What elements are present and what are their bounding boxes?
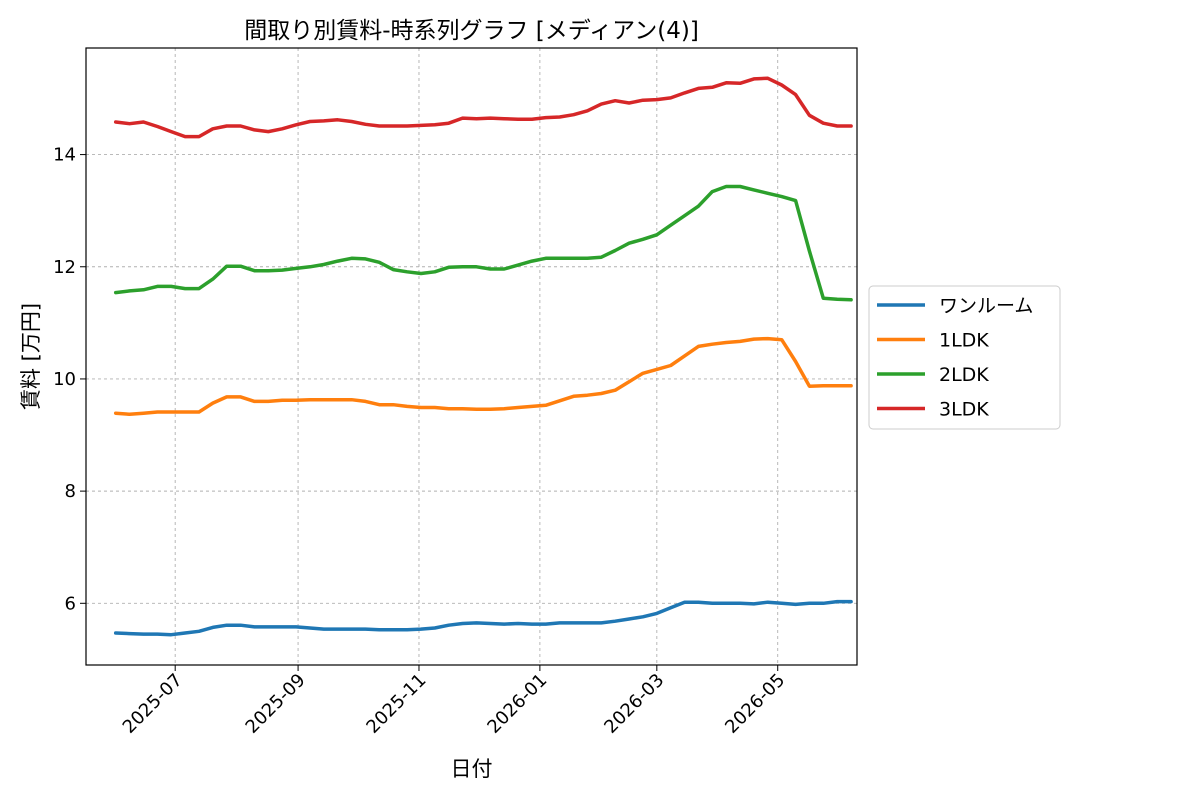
grid-lines: [86, 48, 857, 665]
legend: ワンルーム 1LDK 2LDK 3LDK: [868, 285, 1061, 430]
legend-label: 2LDK: [939, 364, 989, 386]
series-lines: [113, 76, 853, 637]
legend-label: 1LDK: [939, 330, 989, 352]
series-line-3: [113, 184, 853, 302]
legend-label: 3LDK: [939, 399, 989, 421]
series-line-1: [113, 599, 853, 637]
y-tick-label: 10: [53, 369, 76, 390]
plot-frame: [85, 47, 858, 666]
y-tick-label: 8: [65, 481, 76, 502]
series-line-4: [113, 76, 853, 139]
y-tick-label: 12: [53, 257, 76, 278]
legend-box: [868, 285, 1061, 430]
y-tick-label: 6: [65, 593, 76, 614]
y-tick-label: 14: [53, 145, 76, 166]
legend-label: ワンルーム: [939, 295, 1033, 317]
chart-title: 間取り別賃料-時系列グラフ [メディアン(4)]: [244, 18, 699, 44]
series-line-2: [113, 336, 853, 417]
y-axis-title: 賃料 [万円]: [19, 303, 43, 410]
x-axis-title: 日付: [451, 757, 493, 781]
